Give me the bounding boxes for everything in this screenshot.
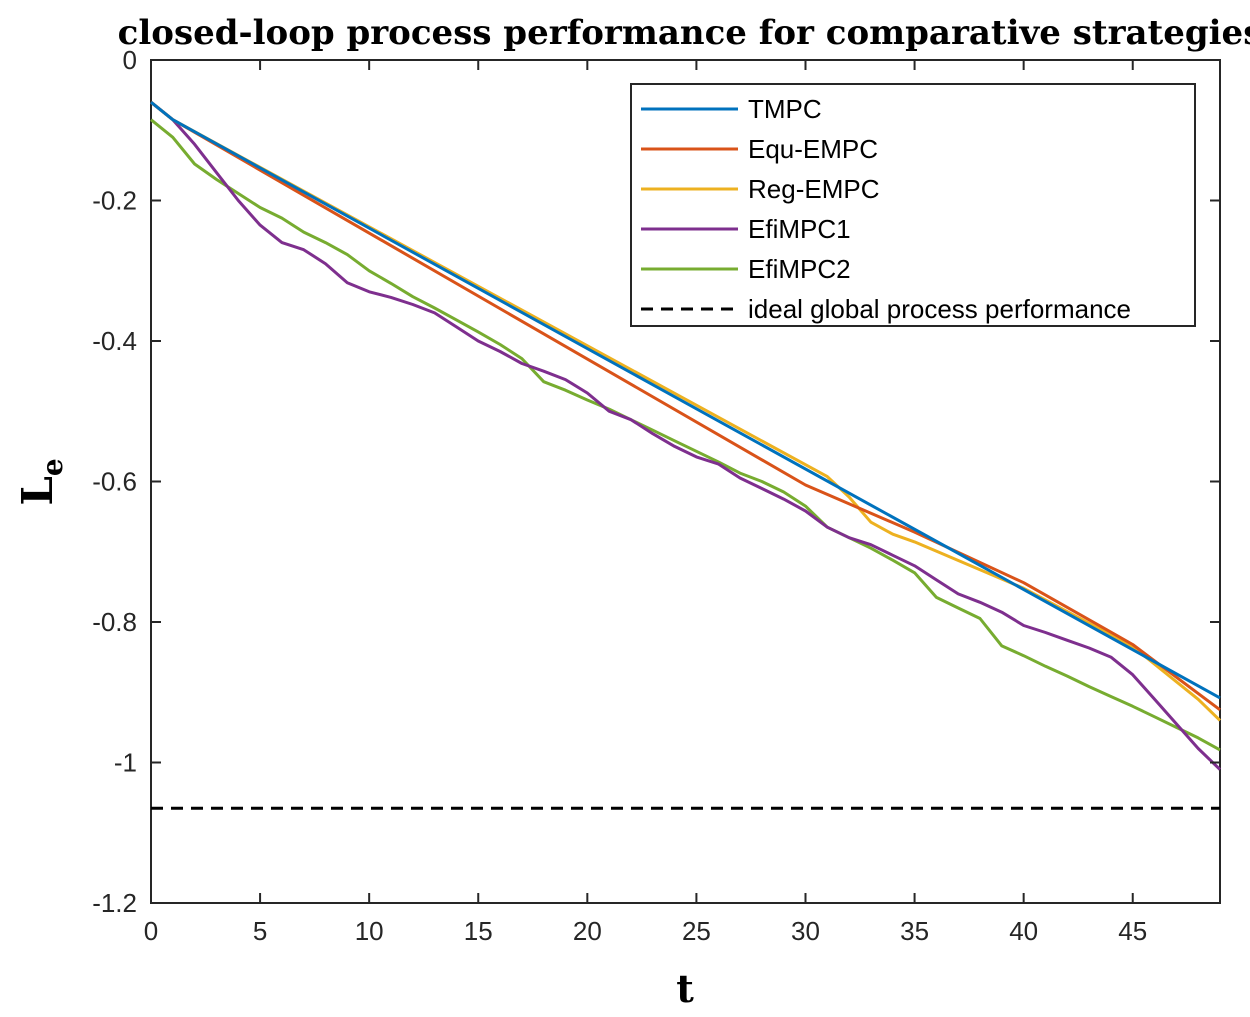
x-tick-label: 20 xyxy=(573,916,602,946)
x-tick-label: 5 xyxy=(253,916,267,946)
x-tick-label: 40 xyxy=(1009,916,1038,946)
y-axis-label-subscript: e xyxy=(36,458,69,476)
series-line-efimpc1 xyxy=(150,101,1222,771)
x-tick-label: 45 xyxy=(1118,916,1147,946)
x-tick-label: 10 xyxy=(355,916,384,946)
y-tick-label: -0.8 xyxy=(92,607,137,637)
x-tick-label: 0 xyxy=(144,916,158,946)
y-tick-label: -1.2 xyxy=(92,888,137,918)
series-layer xyxy=(150,101,1222,810)
x-tick-label: 35 xyxy=(900,916,929,946)
x-tick-label: 30 xyxy=(791,916,820,946)
legend-label: TMPC xyxy=(748,94,822,124)
legend-label: Reg-EMPC xyxy=(748,174,879,204)
y-tick-label: -0.4 xyxy=(92,326,137,356)
y-axis-label: Le xyxy=(13,458,69,505)
y-tick-label: -1 xyxy=(114,748,137,778)
x-axis-label: t xyxy=(676,966,694,1011)
legend-label: EfiMPC2 xyxy=(748,254,851,284)
axis-layer: 0 5 10 15 20 25 30 35 40 45 0 -0.2 -0.4 -0.6 -0.8 -1 -1.… xyxy=(92,45,1220,946)
y-tick-label: 0 xyxy=(123,45,137,75)
y-axis-label-main: L xyxy=(13,476,62,506)
series-line-efimpc2 xyxy=(150,118,1221,752)
y-axis-label-group: Le xyxy=(13,458,69,505)
legend: TMPC Equ-EMPC Reg-EMPC EfiMPC1 EfiMPC2 ideal … xyxy=(630,83,1196,327)
chart-title: closed-loop process performance for comp… xyxy=(118,13,1250,53)
legend-label: Equ-EMPC xyxy=(748,134,878,164)
legend-label: EfiMPC1 xyxy=(748,214,851,244)
y-tick-label: -0.2 xyxy=(92,186,137,216)
series-line-reg-empc xyxy=(150,101,1222,722)
legend-box xyxy=(630,83,1196,327)
x-tick-label: 25 xyxy=(682,916,711,946)
series-line-tmpc xyxy=(150,101,1221,700)
x-tick-label: 15 xyxy=(464,916,493,946)
legend-label: ideal global process performance xyxy=(748,294,1131,324)
y-tick-label: -0.6 xyxy=(92,467,137,497)
